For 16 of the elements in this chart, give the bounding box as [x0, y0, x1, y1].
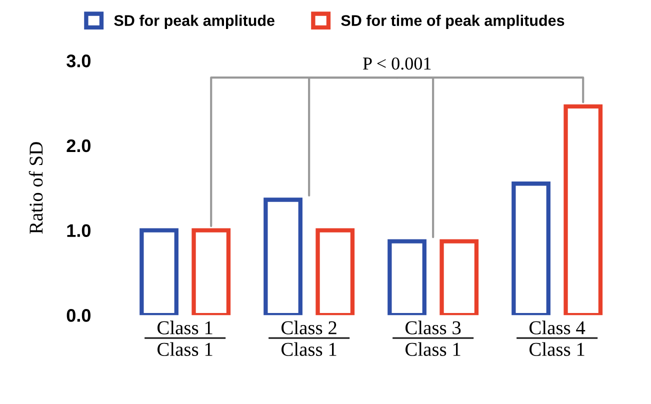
legend-label: SD for peak amplitude — [114, 14, 274, 29]
text: Class 1 — [282, 342, 336, 356]
x-tick-label: Class 4 — [530, 320, 586, 334]
x-tick-label: Class 1 — [158, 320, 212, 334]
y-axis-title: Ratio of SD — [28, 142, 43, 234]
text: Class 1 — [530, 342, 584, 356]
y-tick-label: 2.0 — [66, 139, 90, 152]
y-tick-label: 3.0 — [66, 54, 90, 68]
x-tick-label: Class 2 — [282, 320, 336, 334]
y-tick-label: 0.0 — [66, 309, 90, 322]
annotation: P < 0.001 — [363, 57, 431, 70]
text: Class 1 — [406, 342, 460, 356]
legend-label: SD for time of peak amplitudes — [341, 14, 564, 29]
y-tick-label: 1.0 — [67, 224, 90, 237]
text: Class 1 — [158, 342, 212, 356]
x-tick-label: Class 3 — [406, 320, 461, 334]
